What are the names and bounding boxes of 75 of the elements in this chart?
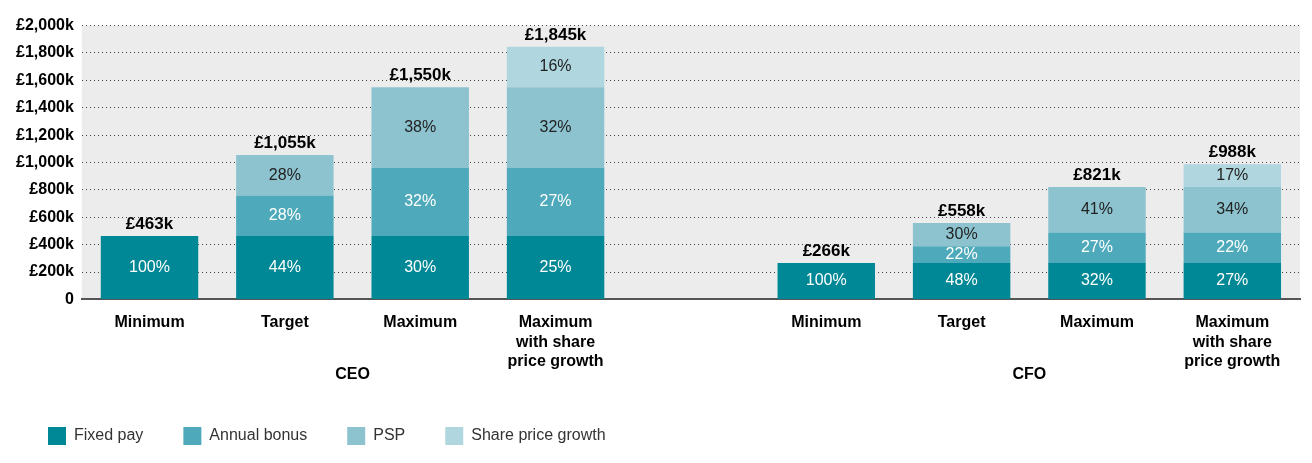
bar [236,236,334,299]
total-label: £821k [1073,165,1122,185]
total-label: £1,845k [524,25,587,45]
text: CEO [335,365,370,383]
bar [1048,187,1146,233]
annotation: 34% [1216,200,1249,218]
y-tick-label: £1,200k [15,125,74,143]
bar [371,87,469,169]
total-label: £266k [802,241,851,261]
annotation: 22% [1216,238,1249,256]
annotation: 27% [539,192,572,210]
legend-label: Annual bonus [209,426,308,444]
y-tick-label: £200k [29,262,74,280]
y-tick-label: £400k [29,235,74,253]
annotation: 32% [404,192,437,210]
annotation: 22% [945,244,978,262]
annotation: 28% [268,206,301,224]
bar [1183,187,1282,233]
x-tick-label: Minimum [114,313,185,331]
bar [777,262,875,299]
annotation: 38% [404,118,437,136]
bar [236,154,334,196]
y-tick-label: £800k [29,180,74,198]
annotation: 27% [1216,271,1249,289]
y-tick-label: £1,400k [15,98,74,116]
total-label: £463k [125,214,174,234]
annotation: 16% [539,57,572,75]
x-tick-label: Target [261,313,310,331]
annotation: 30% [945,224,978,242]
legend-label: PSP [373,426,406,444]
annotation: 100% [805,271,847,289]
x-tick-label: Target [937,313,987,331]
x-tick-label: Maximum with share price growth [507,313,604,369]
bar [1048,262,1146,299]
annotation: 44% [268,257,301,275]
y-tick-label: £1,000k [15,152,74,170]
y-tick-label: 0 [64,289,74,307]
total-label: £1,550k [389,65,452,85]
total-label: £1,055k [254,133,317,153]
legend-label: Share price growth [471,426,606,444]
annotation: 32% [539,118,572,136]
bar [1183,232,1282,263]
y-tick-label: £2,000k [15,16,74,34]
bar [506,236,605,299]
bar [1183,262,1282,299]
bar [236,195,334,237]
annotation: 41% [1080,200,1113,218]
x-tick-label: Minimum [791,313,862,331]
annotation: 27% [1080,238,1113,256]
x-tick-label: Maximum with share price growth [1184,313,1281,369]
annotation: 28% [268,165,301,183]
bar [100,236,199,299]
bar [371,168,469,237]
annotation: 32% [1080,271,1113,289]
bar [912,262,1011,299]
bar [371,236,469,299]
annotation: 25% [539,257,572,275]
annotation: 48% [945,271,978,289]
bar [506,46,605,88]
bar [1048,232,1146,263]
legend-label: Fixed pay [74,426,144,444]
annotation: 30% [404,257,437,275]
bar [506,168,605,237]
y-tick-label: £600k [29,207,74,225]
bar [1183,164,1282,188]
x-tick-label: Maximum [383,313,458,331]
bar [506,87,605,169]
y-tick-label: £1,600k [15,70,74,88]
y-tick-label: £1,800k [15,43,74,61]
text: CFO [1012,365,1047,383]
annotation: 17% [1216,165,1249,183]
annotation: 100% [129,257,170,275]
total-label: £988k [1208,142,1257,162]
total-label: £558k [937,201,986,221]
x-tick-label: Maximum [1060,313,1134,331]
